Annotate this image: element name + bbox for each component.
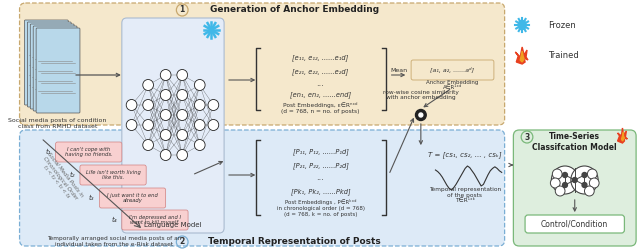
- Circle shape: [582, 173, 587, 177]
- Polygon shape: [621, 132, 625, 141]
- FancyBboxPatch shape: [30, 24, 74, 109]
- Circle shape: [143, 140, 154, 150]
- Circle shape: [552, 166, 579, 194]
- Text: ...: ...: [317, 79, 324, 87]
- Circle shape: [160, 110, 171, 120]
- Text: Mean: Mean: [390, 68, 407, 73]
- Polygon shape: [517, 23, 520, 26]
- Text: row-wise cosine similarity
with anchor embedding: row-wise cosine similarity with anchor e…: [383, 90, 459, 100]
- FancyBboxPatch shape: [36, 28, 80, 113]
- FancyBboxPatch shape: [525, 215, 625, 233]
- FancyBboxPatch shape: [56, 142, 122, 162]
- Circle shape: [177, 70, 188, 80]
- FancyBboxPatch shape: [122, 210, 188, 230]
- Circle shape: [419, 113, 423, 117]
- Circle shape: [160, 70, 171, 80]
- Polygon shape: [519, 26, 522, 29]
- Circle shape: [177, 89, 188, 101]
- Text: t₃: t₃: [89, 195, 94, 201]
- FancyBboxPatch shape: [99, 188, 166, 208]
- Text: I just want it to end
already: I just want it to end already: [107, 193, 158, 203]
- Text: Temporal Representation of Posts: Temporal Representation of Posts: [208, 237, 381, 246]
- Text: Social media posts of condition
class from RMHD dataset: Social media posts of condition class fr…: [8, 118, 107, 129]
- Circle shape: [126, 100, 137, 110]
- Text: [e₁₁, e₁₂, ......e₁d]: [e₁₁, e₁₂, ......e₁d]: [292, 55, 349, 61]
- Circle shape: [143, 79, 154, 90]
- Circle shape: [208, 119, 219, 131]
- Circle shape: [195, 119, 205, 131]
- Circle shape: [589, 178, 599, 188]
- Circle shape: [160, 149, 171, 161]
- Text: [P₂₁, P₂₂, ......P₂d]: [P₂₁, P₂₂, ......P₂d]: [292, 163, 348, 169]
- Text: Temporally arranged social media posts of an
individual taken from the e-Risk da: Temporally arranged social media posts o…: [47, 236, 181, 247]
- Circle shape: [177, 149, 188, 161]
- Circle shape: [195, 140, 205, 150]
- Text: I can't cope with
having no friends.: I can't cope with having no friends.: [65, 147, 113, 158]
- Text: Language Model: Language Model: [144, 222, 201, 228]
- Circle shape: [563, 182, 568, 187]
- Circle shape: [195, 79, 205, 90]
- Text: Post Embeddings, ε∈Rⁿˣᵈ
(d = 768, n = no. of posts): Post Embeddings, ε∈Rⁿˣᵈ (d = 768, n = no…: [281, 102, 360, 114]
- Text: T = [cs₁, cs₂, ... , csₖ]: T = [cs₁, cs₂, ... , csₖ]: [428, 152, 502, 158]
- Circle shape: [415, 110, 426, 120]
- Text: [a₁, a₂, ......aᵈ]: [a₁, a₂, ......aᵈ]: [430, 67, 474, 73]
- FancyBboxPatch shape: [20, 3, 504, 125]
- Circle shape: [160, 89, 171, 101]
- Text: Time-Series
Classifcation Model: Time-Series Classifcation Model: [532, 132, 617, 152]
- Circle shape: [588, 169, 597, 179]
- Circle shape: [563, 173, 568, 177]
- Text: t₂: t₂: [69, 172, 75, 178]
- Circle shape: [572, 177, 577, 182]
- Circle shape: [177, 110, 188, 120]
- Circle shape: [143, 119, 154, 131]
- Text: Post Embeddings , P∈Rᵏˣᵈ
in chronological order (d = 768)
(d = 768, k = no. of p: Post Embeddings , P∈Rᵏˣᵈ in chronologica…: [276, 199, 365, 217]
- Text: Trained: Trained: [548, 50, 579, 59]
- Text: [e₂₁, e₂₂, ......e₂d]: [e₂₁, e₂₂, ......e₂d]: [292, 69, 349, 75]
- Text: I'm depressed and I
want to kill myself.: I'm depressed and I want to kill myself.: [129, 215, 181, 225]
- Text: Control/Condition: Control/Condition: [541, 219, 609, 229]
- Circle shape: [208, 100, 219, 110]
- Circle shape: [160, 130, 171, 141]
- Text: Temporal representation
of the posts
T∈R¹ˣᵏ: Temporal representation of the posts T∈R…: [429, 187, 500, 203]
- Text: Frozen: Frozen: [548, 20, 576, 29]
- FancyBboxPatch shape: [28, 22, 71, 107]
- Text: 1: 1: [180, 6, 185, 15]
- Text: [P₁₁, P₁₂, ......P₁d]: [P₁₁, P₁₂, ......P₁d]: [292, 149, 348, 155]
- Circle shape: [143, 100, 154, 110]
- FancyBboxPatch shape: [513, 130, 636, 246]
- FancyBboxPatch shape: [24, 20, 68, 105]
- FancyBboxPatch shape: [411, 60, 494, 80]
- Polygon shape: [524, 23, 527, 26]
- Text: Life isn't worth living
like this.: Life isn't worth living like this.: [86, 170, 141, 180]
- Circle shape: [552, 169, 562, 179]
- Polygon shape: [520, 51, 524, 62]
- FancyBboxPatch shape: [20, 130, 504, 246]
- Text: Social Media Posts in
Chronological Order
t₁ < t₂ < t₃ < t₄: Social Media Posts in Chronological Orde…: [37, 151, 84, 205]
- Text: [en₁, en₂, ......end]: [en₁, en₂, ......end]: [290, 92, 351, 98]
- Text: . . .: . . .: [126, 197, 137, 203]
- Text: Generation of Anchor Embedding: Generation of Anchor Embedding: [210, 6, 379, 15]
- Text: 2: 2: [180, 237, 185, 246]
- Circle shape: [556, 186, 565, 196]
- Polygon shape: [522, 20, 525, 23]
- Text: [Pk₁, Pk₂, ......Pkd]: [Pk₁, Pk₂, ......Pkd]: [291, 189, 350, 195]
- Text: Anchor Embedding
A∈R¹ˣᵈ: Anchor Embedding A∈R¹ˣᵈ: [426, 80, 478, 90]
- FancyBboxPatch shape: [122, 18, 224, 233]
- Text: t₄: t₄: [111, 217, 116, 223]
- Text: t₁: t₁: [45, 149, 51, 155]
- Circle shape: [582, 182, 587, 187]
- Text: 3: 3: [524, 133, 530, 142]
- Circle shape: [195, 100, 205, 110]
- Polygon shape: [515, 47, 528, 64]
- Circle shape: [584, 186, 594, 196]
- Polygon shape: [618, 128, 627, 143]
- FancyBboxPatch shape: [80, 165, 146, 185]
- Polygon shape: [519, 20, 522, 23]
- Polygon shape: [522, 26, 525, 29]
- Circle shape: [126, 119, 137, 131]
- Text: ...: ...: [317, 173, 324, 182]
- Circle shape: [550, 178, 560, 188]
- Circle shape: [177, 130, 188, 141]
- Circle shape: [571, 166, 598, 194]
- FancyBboxPatch shape: [33, 26, 77, 111]
